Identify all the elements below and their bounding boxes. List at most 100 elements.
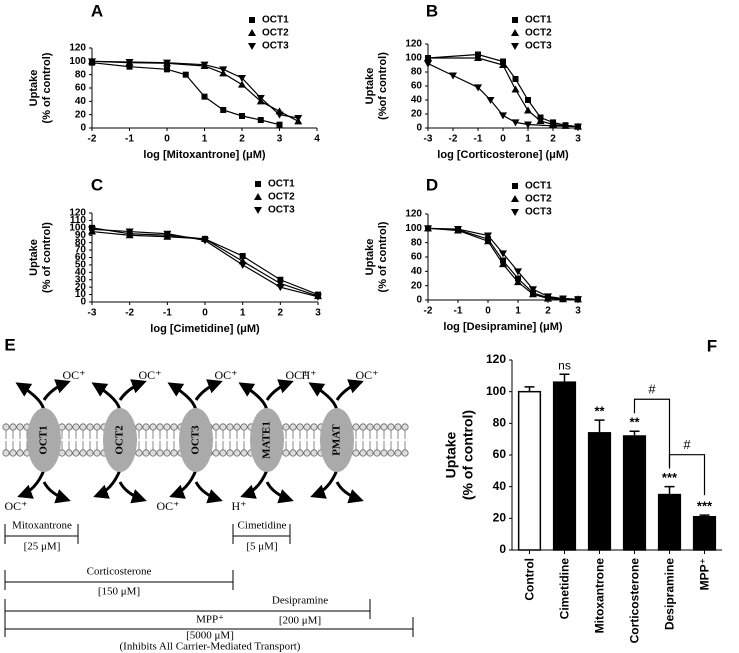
point	[125, 59, 134, 66]
transporter	[179, 408, 213, 472]
x-tick-label: -1	[454, 306, 463, 317]
legend-marker	[249, 17, 255, 23]
y-tick-label: 20	[75, 109, 87, 120]
point	[484, 232, 492, 240]
significance-label: ns	[558, 358, 571, 372]
legend-marker	[254, 193, 262, 200]
point	[559, 295, 567, 303]
point	[200, 61, 209, 69]
x-tick-label: 1	[525, 134, 531, 145]
lipid-head	[303, 449, 311, 457]
y-tick-label: 20	[411, 109, 423, 120]
y-tick-label: 10	[75, 289, 87, 300]
point	[163, 59, 171, 67]
lipid-head	[79, 449, 87, 457]
inhibitor-dose: [200 μM]	[279, 615, 321, 627]
y-tick-label: 0	[80, 123, 86, 134]
point	[276, 284, 285, 292]
inhibitor-dose: [150 μM]	[98, 586, 140, 598]
legend-marker	[248, 29, 256, 36]
point	[499, 112, 507, 120]
x-tick-label: 2	[550, 134, 556, 145]
point	[125, 228, 134, 236]
x-tick-label: 3	[277, 134, 283, 145]
y-tick-label: 0	[499, 542, 506, 556]
y-tick-label: 70	[75, 245, 87, 256]
y-tick-label: 120	[486, 352, 506, 366]
lipid-head	[9, 423, 17, 431]
point	[182, 71, 189, 78]
lipid-head	[2, 449, 10, 457]
point	[499, 61, 507, 68]
x-tick-label: 2	[239, 134, 245, 145]
legend-marker	[511, 29, 519, 36]
point	[164, 66, 170, 73]
point	[239, 253, 246, 260]
significance-label: ***	[662, 470, 678, 485]
legend-label: OCT3	[525, 41, 552, 52]
transport-arrow	[311, 382, 361, 413]
point	[549, 122, 557, 130]
y-tick-label: 80	[75, 69, 87, 80]
point	[424, 225, 432, 233]
ion-label: OC⁺	[4, 499, 27, 513]
legend-label: OCT2	[525, 28, 552, 39]
point	[484, 237, 492, 245]
x-tick-label: -3	[88, 308, 97, 319]
y-tick-label: 60	[75, 252, 87, 263]
legend-label: OCT2	[525, 194, 552, 205]
y-axis-label: (% of control)	[41, 222, 53, 293]
point	[524, 121, 532, 129]
x-axis-label: log [Desipramine] (μM)	[443, 321, 563, 333]
lipid-head	[212, 449, 220, 457]
lipid-head	[170, 449, 178, 457]
lipid-head	[135, 449, 143, 457]
lipid-head	[156, 423, 164, 431]
x-tick-label: Control	[523, 558, 537, 601]
significance-label: **	[629, 415, 640, 430]
transport-arrow	[94, 382, 144, 413]
legend-marker	[248, 43, 256, 50]
lipid-head	[93, 423, 101, 431]
lipid-head	[373, 449, 381, 457]
transporter-label: OCT2	[114, 425, 126, 455]
inhibitor-dose: [5 μM]	[246, 541, 277, 553]
x-tick-label: -2	[424, 306, 433, 317]
x-tick-label: 0	[485, 306, 491, 317]
inhibitor-name: Desipramine	[272, 595, 328, 607]
lipid-head	[219, 449, 227, 457]
y-tick-label: 40	[493, 479, 507, 493]
y-tick-label: 110	[70, 215, 87, 226]
transporter	[27, 408, 61, 472]
inhibitor-range	[4, 524, 79, 544]
lipid-head	[359, 449, 367, 457]
lipid-head	[72, 449, 80, 457]
point	[524, 106, 532, 114]
transporter-label: OCT3	[190, 425, 202, 455]
legend-marker	[511, 43, 519, 50]
x-tick-label: Desipramine	[663, 558, 677, 630]
point	[294, 115, 303, 122]
lipid-head	[65, 449, 73, 457]
x-tick-label: 0	[500, 134, 506, 145]
ion-label: H⁺	[232, 499, 247, 513]
comparison-bracket	[633, 398, 671, 467]
lipid-head	[352, 423, 360, 431]
y-axis-label: Uptake	[443, 431, 459, 478]
point	[536, 117, 545, 124]
ion-label: OC⁺	[62, 368, 85, 382]
y-tick-label: 100	[486, 384, 506, 398]
lipid-head	[387, 423, 395, 431]
lipid-head	[282, 423, 290, 431]
x-tick-label: -1	[163, 308, 172, 319]
y-axis-label: Uptake	[364, 68, 376, 105]
bar	[657, 493, 682, 551]
point	[529, 286, 537, 294]
transporter	[320, 408, 354, 472]
y-axis-label: (%of control)	[377, 52, 389, 120]
x-tick-label: 3	[575, 306, 581, 317]
x-tick-label: 0	[202, 308, 208, 319]
point	[201, 93, 208, 100]
point	[512, 76, 519, 82]
